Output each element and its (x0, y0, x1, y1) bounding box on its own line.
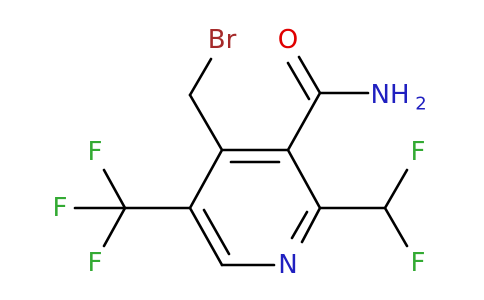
bond (300, 206, 322, 244)
atom-labels: Br O NH 2 N F F F F F (53, 25, 427, 280)
bond (297, 55, 322, 95)
atom-label: F (88, 137, 103, 167)
bond (202, 208, 231, 256)
atom-label: N (278, 250, 297, 280)
bond (286, 91, 322, 152)
atom-subscript: 2 (415, 94, 426, 115)
bond (102, 168, 127, 210)
atom-label: Br (208, 25, 237, 55)
bond (290, 210, 309, 240)
atom-label: F (411, 248, 426, 278)
bond (286, 148, 322, 210)
bond (188, 93, 224, 152)
bond (188, 206, 224, 267)
bond (286, 61, 311, 101)
atom-label: NH (371, 80, 410, 110)
bond (383, 206, 409, 248)
bond (383, 168, 409, 210)
atom-label: F (53, 193, 68, 223)
bond (188, 57, 213, 97)
bonds (73, 55, 409, 267)
atom-label: F (88, 248, 103, 278)
bond (102, 206, 127, 248)
bond (188, 148, 224, 210)
atom-label: F (411, 137, 426, 167)
atom-label: O (278, 25, 298, 55)
